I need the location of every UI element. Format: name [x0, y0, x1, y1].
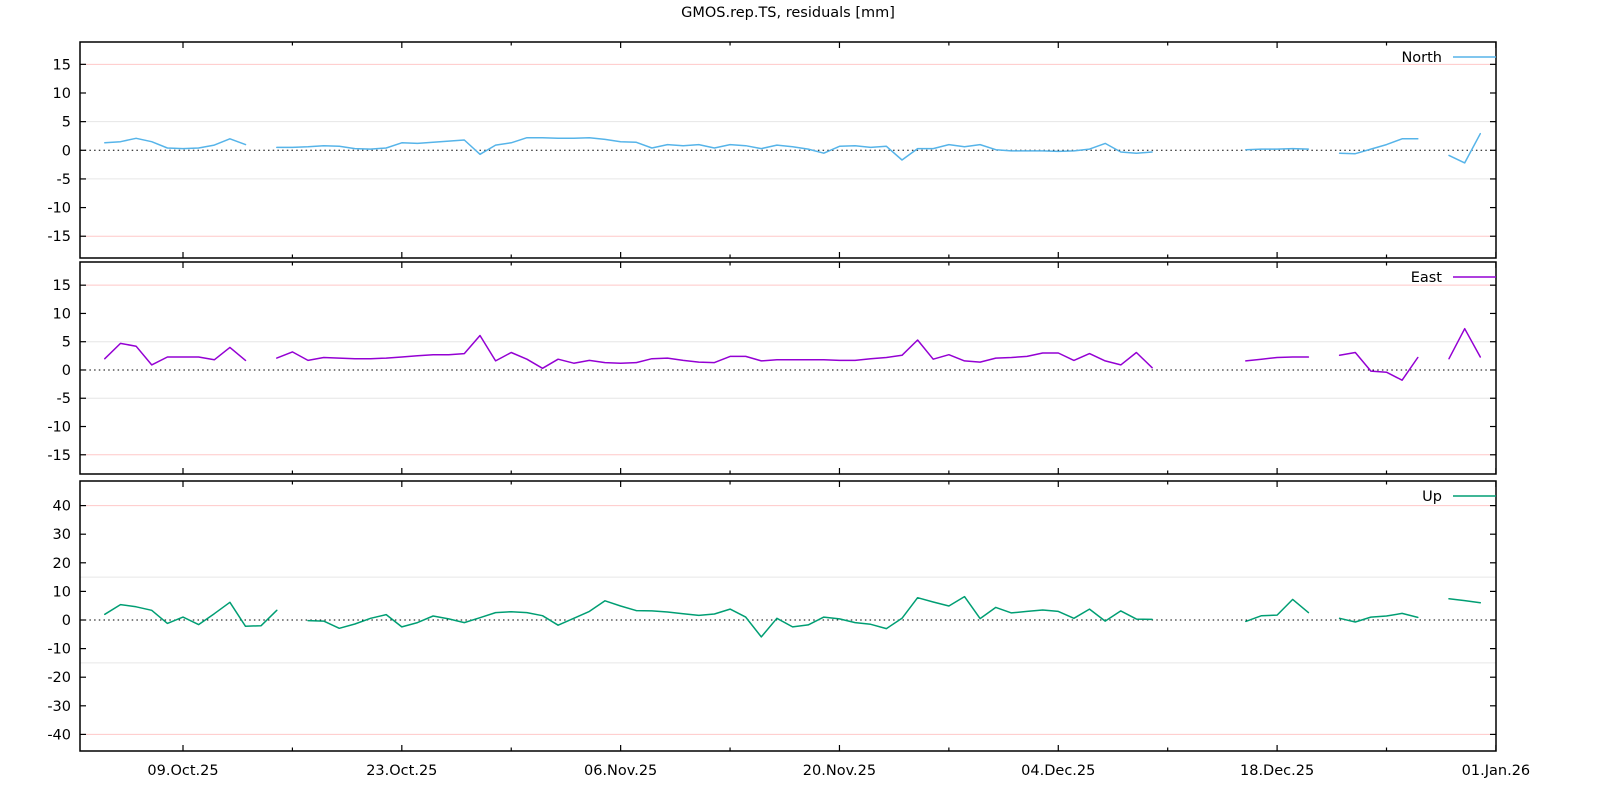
- y-tick-label: 40: [53, 499, 71, 515]
- panel-border: [79, 480, 1497, 752]
- chart-title: GMOS.rep.TS, residuals [mm]: [681, 5, 895, 21]
- up-series-line: [307, 595, 1153, 638]
- north-legend-label: North: [1401, 50, 1442, 66]
- x-tick-label: 01.Jan.26: [1462, 763, 1530, 779]
- y-tick-label: 0: [62, 143, 71, 159]
- y-tick-label: 5: [62, 115, 71, 131]
- y-tick-label: 30: [53, 527, 71, 543]
- panel-east: -15 -10 -5 0 5 10 15 East: [47, 261, 1497, 475]
- y-tick-label: 0: [62, 363, 71, 379]
- east-series-line: [1448, 327, 1482, 360]
- x-tick-label: 04.Dec.25: [1021, 763, 1095, 779]
- x-axis-labels: 09.Oct.25 23.Oct.25 06.Nov.25 20.Nov.25 04.D…: [147, 763, 1530, 779]
- east-series-line: [104, 342, 247, 366]
- y-tick-label: 0: [62, 613, 71, 629]
- x-tick-label: 06.Nov.25: [584, 763, 657, 779]
- panel-up: -40 -30 -20 -10 0 10 20 30 40 Up: [47, 480, 1497, 752]
- y-tick-label: -5: [57, 172, 71, 188]
- y-tick-label: -15: [47, 229, 71, 245]
- y-tick-label: -10: [47, 642, 71, 658]
- panel-border: [79, 261, 1497, 475]
- y-tick-label: -5: [57, 391, 71, 407]
- east-legend-label: East: [1411, 270, 1443, 286]
- east-series-line: [1338, 351, 1419, 381]
- y-tick-label: -30: [47, 699, 71, 715]
- y-tick-label: 15: [53, 57, 71, 73]
- y-tick-label: -20: [47, 670, 71, 686]
- panel-north: -15 -10 -5 0 5 10 15 North: [47, 41, 1497, 259]
- y-tick-label: 15: [53, 278, 71, 294]
- east-series-line: [1245, 356, 1310, 362]
- x-tick-label: 09.Oct.25: [147, 763, 218, 779]
- north-series-line: [1338, 138, 1419, 155]
- east-series-line: [276, 334, 1153, 370]
- x-tick-label: 20.Nov.25: [803, 763, 876, 779]
- y-tick-label: -10: [47, 420, 71, 436]
- y-tick-label: 10: [53, 86, 71, 102]
- north-series-line: [104, 137, 247, 150]
- x-tick-label: 18.Dec.25: [1240, 763, 1314, 779]
- y-tick-label: 10: [53, 306, 71, 322]
- y-tick-label: 5: [62, 335, 71, 351]
- y-tick-label: -40: [47, 727, 71, 743]
- up-series-line: [1448, 598, 1482, 604]
- north-series-line: [1245, 147, 1310, 151]
- y-tick-label: 10: [53, 584, 71, 600]
- y-tick-label: 20: [53, 556, 71, 572]
- up-series-line: [104, 601, 278, 628]
- up-series-line: [1245, 598, 1310, 623]
- up-series-line: [1338, 612, 1419, 623]
- x-tick-label: 23.Oct.25: [366, 763, 437, 779]
- north-series-line: [1448, 132, 1482, 164]
- up-legend-label: Up: [1422, 489, 1442, 505]
- y-tick-label: -15: [47, 448, 71, 464]
- north-series-line: [276, 136, 1153, 161]
- y-tick-label: -10: [47, 201, 71, 217]
